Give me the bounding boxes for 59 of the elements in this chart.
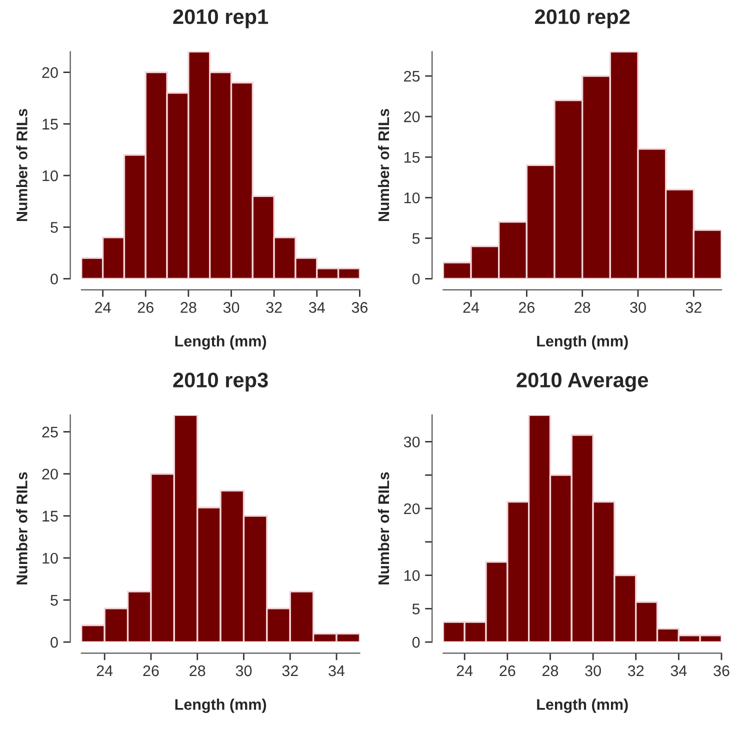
- x-tick-label: 24: [456, 665, 473, 676]
- y-tick-label: 5: [412, 604, 420, 614]
- x-tick-label: 26: [500, 665, 516, 676]
- y-axis-title: Number of RILs: [378, 472, 390, 584]
- x-tick-label: 32: [282, 665, 298, 676]
- chart-title: 2010 Average: [516, 372, 648, 392]
- y-tick-label: 5: [412, 233, 420, 244]
- y-axis-title: Number of RILs: [16, 108, 28, 222]
- y-tick-label: 20: [404, 503, 420, 514]
- x-tick-label: 36: [352, 302, 368, 313]
- x-tick-label: 34: [670, 665, 687, 676]
- x-tick-label: 36: [714, 665, 730, 676]
- x-tick-label: 28: [574, 302, 590, 313]
- y-tick-label: 10: [42, 552, 58, 564]
- x-axis-title: Length (mm): [175, 335, 266, 350]
- y-tick-label: 25: [404, 70, 420, 82]
- y-tick-label: 10: [404, 192, 420, 204]
- y-tick-label: 0: [50, 274, 58, 284]
- y-tick-label: 10: [404, 570, 420, 581]
- x-tick-label: 24: [96, 665, 113, 676]
- x-tick-label: 28: [190, 665, 206, 676]
- y-axis-title: Number of RILs: [16, 472, 28, 584]
- y-tick-label: 20: [404, 111, 420, 122]
- y-tick-label: 10: [42, 170, 58, 182]
- y-tick-label: 20: [42, 67, 58, 78]
- x-tick-label: 30: [630, 302, 646, 313]
- x-tick-label: 30: [223, 302, 240, 313]
- x-tick-label: 34: [328, 665, 345, 676]
- y-tick-label: 15: [404, 152, 420, 163]
- y-tick-label: 15: [42, 510, 58, 522]
- x-axis-title: Length (mm): [175, 698, 266, 713]
- x-tick-label: 28: [542, 665, 558, 676]
- y-tick-label: 0: [412, 274, 420, 284]
- x-tick-label: 32: [628, 665, 644, 676]
- y-axis-title: Number of RILs: [378, 108, 390, 222]
- x-axis-title: Length (mm): [537, 335, 628, 350]
- x-tick-label: 24: [463, 302, 480, 313]
- chart-title: 2010 rep1: [173, 9, 268, 28]
- x-tick-label: 30: [236, 665, 252, 676]
- x-tick-label: 30: [585, 665, 601, 676]
- x-tick-label: 34: [308, 302, 325, 313]
- x-tick-label: 26: [143, 665, 159, 676]
- x-tick-label: 28: [180, 302, 196, 313]
- x-tick-label: 32: [266, 302, 282, 313]
- chart-title: 2010 rep2: [535, 9, 630, 28]
- y-tick-label: 20: [42, 468, 58, 480]
- y-tick-label: 5: [50, 595, 58, 606]
- x-tick-label: 26: [138, 302, 154, 313]
- y-tick-label: 0: [412, 636, 420, 648]
- y-tick-label: 25: [42, 426, 58, 438]
- x-tick-label: 32: [686, 302, 702, 313]
- x-tick-label: 26: [518, 302, 535, 313]
- y-tick-label: 0: [50, 636, 58, 648]
- x-axis-title: Length (mm): [537, 698, 628, 713]
- chart-title: 2010 rep3: [173, 372, 268, 392]
- x-tick-label: 24: [95, 302, 111, 313]
- y-tick-label: 15: [42, 118, 58, 130]
- y-tick-label: 30: [404, 436, 420, 448]
- y-tick-label: 5: [50, 222, 58, 233]
